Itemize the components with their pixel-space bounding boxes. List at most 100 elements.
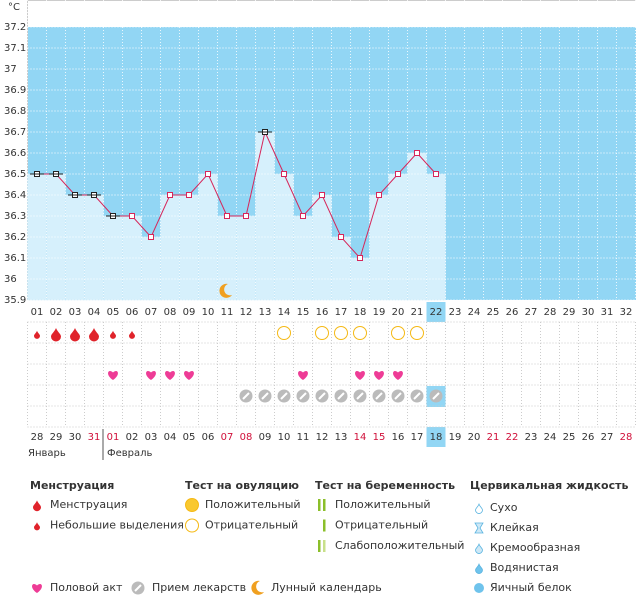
date-label: 28 (620, 432, 633, 443)
legend-item: Положительный (335, 498, 431, 511)
heart-icon (355, 371, 365, 380)
x-tick-label: 32 (620, 307, 633, 318)
x-tick-label: 17 (335, 307, 348, 318)
x-tick-label: 22 (430, 307, 443, 318)
y-tick-label: 36.5 (4, 169, 26, 180)
drop-icon (110, 330, 116, 339)
temperature-point (186, 192, 192, 198)
fluid-icon (474, 522, 484, 534)
x-tick-label: 08 (164, 307, 177, 318)
x-tick-label: 31 (601, 307, 614, 318)
date-label: 26 (582, 432, 595, 443)
pill-slash (280, 392, 288, 400)
drop-icon (89, 328, 100, 342)
date-label: 06 (202, 432, 215, 443)
temperature-bar (65, 194, 85, 301)
x-tick-label: 23 (449, 307, 462, 318)
heart-icon (184, 371, 194, 380)
y-tick-label: 36.6 (4, 148, 26, 159)
date-label: 13 (335, 432, 348, 443)
heart-icon (393, 371, 403, 380)
month-label: Февраль (107, 448, 153, 459)
x-tick-label: 29 (563, 307, 576, 318)
pill-slash (375, 392, 383, 400)
temperature-point (224, 213, 230, 219)
pill-slash (299, 392, 307, 400)
heart-icon (298, 371, 308, 380)
legend-item: Небольшие выделения (50, 519, 184, 532)
legend-item: Прием лекарств (152, 581, 246, 594)
y-tick-label: 37 (4, 64, 17, 75)
pill-slash (134, 584, 142, 592)
temperature-point (433, 171, 439, 177)
x-tick-label: 30 (582, 307, 595, 318)
legend-item: Отрицательный (335, 519, 428, 532)
date-label: 14 (354, 432, 367, 443)
y-tick-label: 36 (4, 274, 17, 285)
date-label: 28 (31, 432, 44, 443)
x-tick-label: 20 (392, 307, 405, 318)
x-tick-label: 27 (525, 307, 538, 318)
x-tick-label: 05 (107, 307, 120, 318)
legend-item: Отрицательный (205, 519, 298, 532)
x-tick-label: 18 (354, 307, 367, 318)
date-label: 09 (259, 432, 272, 443)
date-label: 16 (392, 432, 405, 443)
y-tick-label: 36.3 (4, 211, 26, 222)
test-icon (318, 499, 321, 511)
ovulation-icon (410, 326, 424, 340)
date-label: 17 (411, 432, 424, 443)
pill-slash (356, 392, 364, 400)
heart-icon (108, 371, 118, 380)
date-label: 30 (69, 432, 82, 443)
legend-item: Кремообразная (490, 541, 580, 554)
legend-title: Менструация (30, 479, 114, 492)
date-label: 25 (563, 432, 576, 443)
date-label: 10 (278, 432, 291, 443)
temperature-point (281, 171, 287, 177)
heart-icon (146, 371, 156, 380)
temperature-point (414, 150, 420, 156)
ovulation-icon (185, 498, 199, 512)
legend-item: Лунный календарь (271, 581, 382, 594)
temperature-point (167, 192, 173, 198)
pill-slash (242, 392, 250, 400)
x-tick-label: 07 (145, 307, 158, 318)
temperature-point (376, 192, 382, 198)
y-tick-label: 37.2 (4, 22, 26, 33)
date-label: 12 (316, 432, 329, 443)
x-tick-label: 04 (88, 307, 101, 318)
temperature-point (319, 192, 325, 198)
x-tick-label: 26 (506, 307, 519, 318)
temperature-bar (141, 236, 161, 301)
temperature-point (205, 171, 211, 177)
drop-icon (70, 328, 80, 342)
pill-slash (394, 392, 402, 400)
pill-slash (337, 392, 345, 400)
x-tick-label: 10 (202, 307, 215, 318)
legend-item: Положительный (205, 498, 301, 511)
ovulation-icon (315, 326, 329, 340)
pill-slash (318, 392, 326, 400)
y-tick-label: 35.9 (4, 295, 26, 306)
x-tick-label: 21 (411, 307, 424, 318)
x-tick-label: 14 (278, 307, 291, 318)
y-tick-label: 36.2 (4, 232, 26, 243)
date-label: 23 (525, 432, 538, 443)
drop-icon (475, 562, 483, 574)
x-tick-label: 03 (69, 307, 82, 318)
x-tick-label: 15 (297, 307, 310, 318)
temperature-point (148, 234, 154, 240)
heart-icon (165, 371, 175, 380)
pill-slash (432, 392, 440, 400)
drop-icon (34, 522, 40, 531)
date-label: 20 (468, 432, 481, 443)
ovulation-icon (277, 326, 291, 340)
x-tick-label: 19 (373, 307, 386, 318)
date-label: 21 (487, 432, 500, 443)
date-label: 15 (373, 432, 386, 443)
pill-slash (261, 392, 269, 400)
legend-title: Цервикальная жидкость (470, 479, 628, 492)
date-label: 02 (126, 432, 139, 443)
